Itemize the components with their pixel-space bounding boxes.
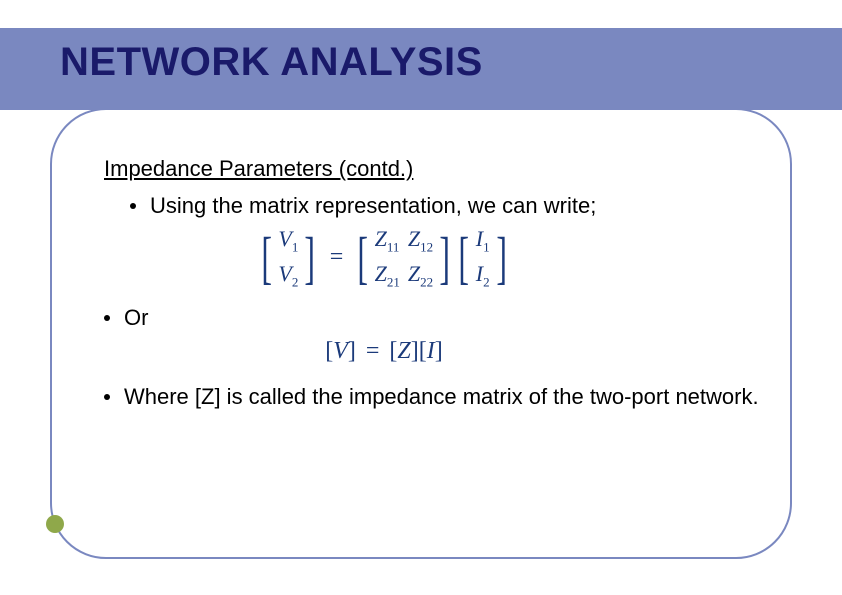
equation-short: [V] = [Z][I] [144,338,624,365]
bullet-where: Where [Z] is called the impedance matrix… [104,383,762,411]
br: [ [419,338,427,364]
sym: Z [408,261,420,286]
bullet-where-text: Where [Z] is called the impedance matrix… [124,383,759,411]
bracket-open-icon: [ [459,233,470,282]
sym: I [476,261,483,286]
bullet-dot-icon [104,315,110,321]
sym: Z [375,226,387,251]
equals-sign: = [330,244,344,271]
accent-dot-icon [46,515,64,533]
br: ] [411,338,419,364]
subtitle: Impedance Parameters (contd.) [104,156,762,182]
bracket-close-icon: ] [439,233,450,282]
br: [ [325,338,333,364]
bullet-or-text: Or [124,304,148,332]
bullet-intro: Using the matrix representation, we can … [130,192,762,220]
sym: V [278,261,291,286]
equals-sign: = [366,338,380,364]
content-area: Impedance Parameters (contd.) Using the … [104,156,762,416]
sub: 12 [420,239,433,254]
bullet-dot-icon [104,394,110,400]
bullet-or: Or [104,304,762,332]
sym: V [333,338,348,364]
sub: 2 [292,274,299,289]
sym: I [427,338,435,364]
br: ] [348,338,356,364]
sub: 22 [420,274,433,289]
bracket-open-icon: [ [261,233,272,282]
equation-matrix: [ V1 V2 ] = [ Z11 Z12 Z21 Z22 ] [ I1 I2 … [144,226,624,291]
matrix-Z: Z11 Z12 Z21 Z22 [373,226,436,291]
bullet-intro-text: Using the matrix representation, we can … [150,192,596,220]
bracket-open-icon: [ [358,233,369,282]
sub: 2 [483,274,490,289]
sub: 1 [483,239,490,254]
sub: 1 [292,239,299,254]
vector-I: I1 I2 [474,226,492,291]
sub: 21 [387,274,400,289]
bracket-close-icon: ] [305,233,316,282]
sym: V [278,226,291,251]
br: ] [435,338,443,364]
sym: I [476,226,483,251]
page-title: NETWORK ANALYSIS [60,40,483,85]
bracket-close-icon: ] [496,233,507,282]
sym: Z [408,226,420,251]
bullet-dot-icon [130,203,136,209]
sym: Z [375,261,387,286]
vector-V: V1 V2 [276,226,300,291]
sym: Z [397,338,410,364]
sub: 11 [387,239,400,254]
